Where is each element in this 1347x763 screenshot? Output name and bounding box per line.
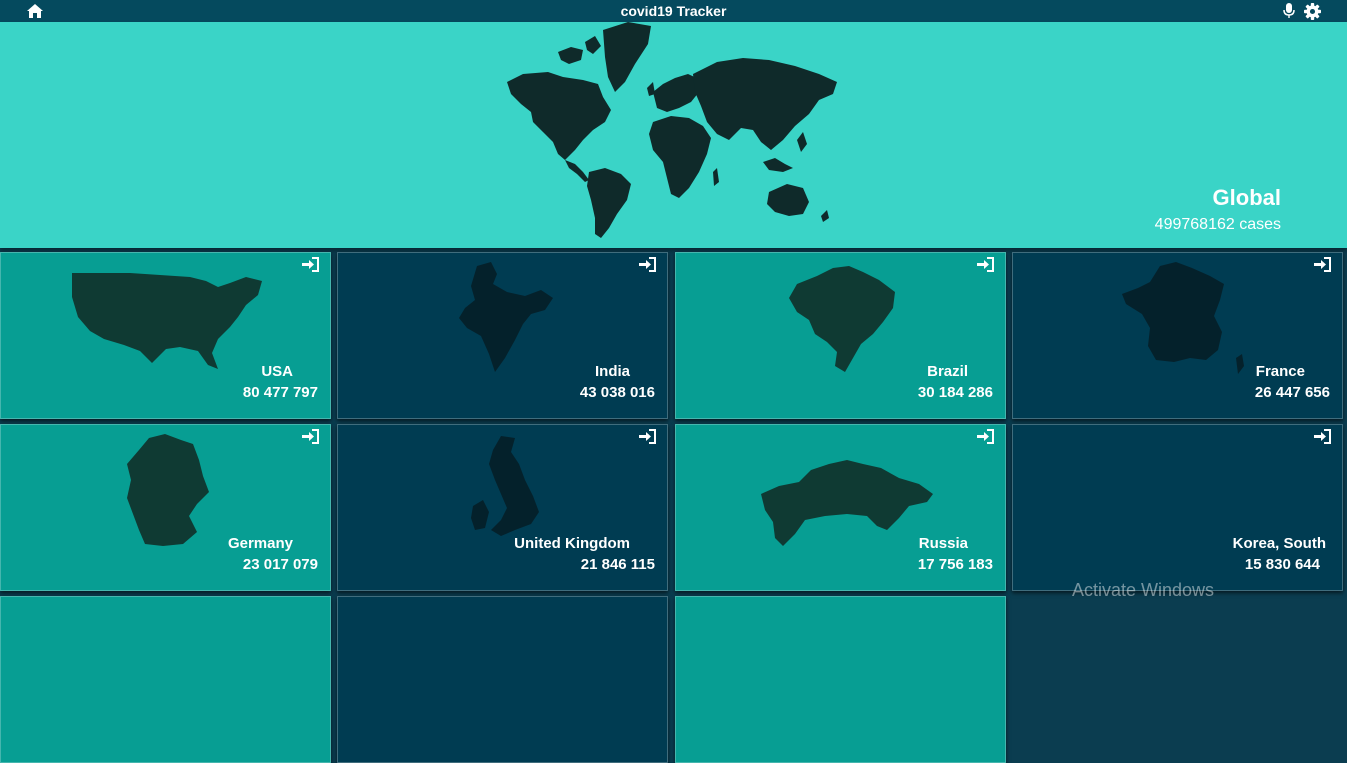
gear-icon[interactable] <box>1304 3 1321 20</box>
country-count: 26 447 656 <box>1254 384 1330 401</box>
india-map <box>459 262 553 372</box>
sign-in-icon[interactable] <box>977 257 994 272</box>
country-count: 80 477 797 <box>242 384 318 401</box>
country-name: USA <box>261 363 293 380</box>
sign-in-icon[interactable] <box>1314 257 1331 272</box>
united-kingdom-map <box>471 436 539 536</box>
country-name: United Kingdom <box>514 535 630 552</box>
russia-map <box>761 460 933 546</box>
sign-in-icon[interactable] <box>639 429 656 444</box>
country-card-partial[interactable] <box>0 596 331 763</box>
country-count: 21 846 115 <box>580 556 655 573</box>
app-title: covid19 Tracker <box>620 3 727 19</box>
country-count: 15 830 644 <box>1244 556 1320 573</box>
country-card-usa[interactable]: USA 80 477 797 <box>0 252 331 419</box>
brazil-map <box>789 266 895 372</box>
country-card-germany[interactable]: Germany 23 017 079 <box>0 424 331 591</box>
country-card-partial[interactable] <box>675 596 1006 763</box>
country-card-brazil[interactable]: Brazil 30 184 286 <box>675 252 1006 419</box>
microphone-icon[interactable] <box>1283 3 1295 19</box>
country-count: 23 017 079 <box>242 556 318 573</box>
country-card-france[interactable]: France 26 447 656 <box>1012 252 1343 419</box>
country-name: Germany <box>227 535 293 552</box>
global-label: Global <box>1212 185 1281 210</box>
sign-in-icon[interactable] <box>302 257 319 272</box>
country-card-india[interactable]: India 43 038 016 <box>337 252 668 419</box>
country-name: France <box>1255 363 1305 380</box>
world-map <box>507 22 837 238</box>
country-name: Brazil <box>927 363 968 380</box>
global-cases: 499768162 cases <box>1154 216 1281 233</box>
country-card-united-kingdom[interactable]: United Kingdom 21 846 115 <box>337 424 668 591</box>
country-count: 43 038 016 <box>579 384 655 401</box>
country-card-korea-south[interactable]: Korea, South 15 830 644 <box>1012 424 1343 591</box>
country-count: 30 184 286 <box>917 384 993 401</box>
top-bar: covid19 Tracker <box>0 0 1347 22</box>
country-card-russia[interactable]: Russia 17 756 183 <box>675 424 1006 591</box>
global-panel[interactable]: Global 499768162 cases <box>0 22 1347 248</box>
country-card-partial[interactable] <box>337 596 668 763</box>
germany-map <box>127 434 209 546</box>
country-name: Russia <box>918 535 968 552</box>
country-count: 17 756 183 <box>917 556 993 573</box>
usa-map <box>72 273 262 369</box>
country-name: Korea, South <box>1232 535 1326 552</box>
country-name: India <box>594 363 630 380</box>
sign-in-icon[interactable] <box>639 257 656 272</box>
activate-windows-watermark: Activate Windows <box>1072 580 1215 600</box>
sign-in-icon[interactable] <box>302 429 319 444</box>
france-map <box>1122 262 1244 374</box>
sign-in-icon[interactable] <box>977 429 994 444</box>
home-icon[interactable] <box>26 3 44 19</box>
sign-in-icon[interactable] <box>1314 429 1331 444</box>
